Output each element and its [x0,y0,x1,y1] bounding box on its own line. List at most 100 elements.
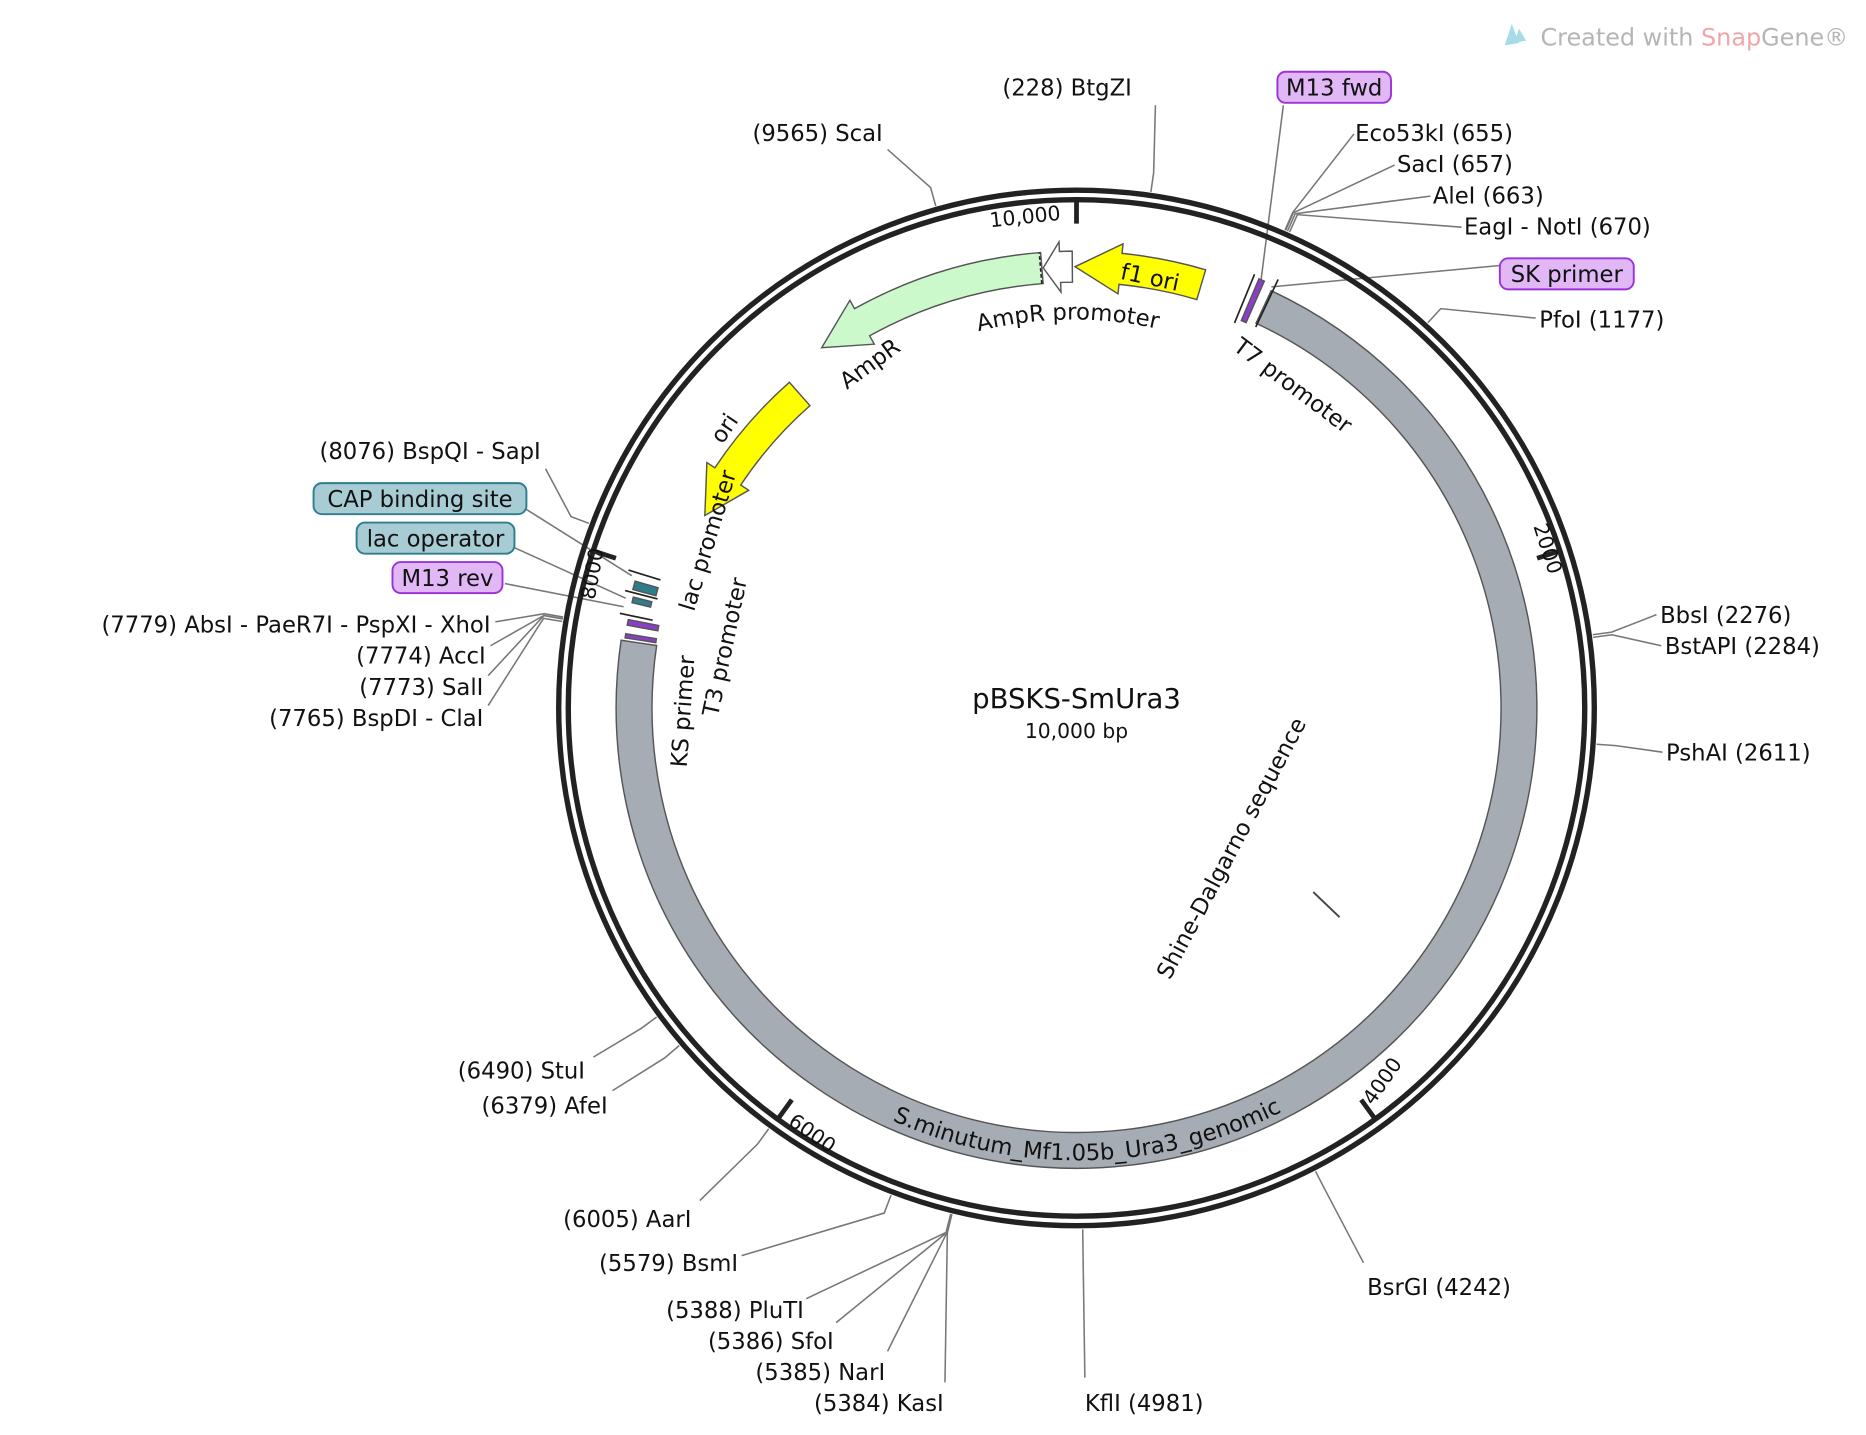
leader-line [526,508,633,577]
leader-line [805,1213,952,1300]
feature-box-bg [391,561,504,595]
enzyme-site-label[interactable]: Eco53kI (655) [1355,121,1513,147]
enzyme-site-label[interactable]: BsrGI (4242) [1367,1275,1511,1301]
leader-line [504,582,624,608]
site-mark [619,612,653,621]
leader-line [1592,633,1662,647]
features [615,239,1538,1170]
enzyme-site-label[interactable]: PshAI (2611) [1666,741,1811,767]
feature-box-label: M13 fwd [1286,76,1382,102]
feature-lac-operator[interactable] [631,596,653,608]
site-mark [624,589,658,600]
feature-ori[interactable] [704,381,811,517]
site-mark [1233,273,1256,324]
enzyme-site-label[interactable]: EagI - NotI (670) [1464,214,1651,240]
feature-ampr-promoter[interactable] [1042,239,1074,295]
feature-lac-promoter[interactable] [631,580,659,597]
enzyme-site-label[interactable]: (228) BtgZI [1002,76,1132,102]
enzyme-site-label[interactable]: BbsI (2276) [1660,603,1791,629]
feature-box-cap-binding-site[interactable]: CAP binding site [312,482,528,516]
leader-line [944,1214,953,1383]
enzyme-site-label[interactable]: PfoI (1177) [1539,308,1664,334]
feature-boxes: M13 fwd SK primer CAP binding site lac oper… [312,70,1635,595]
feature-box-label: lac operator [367,526,505,552]
leader-line [544,468,590,525]
enzyme-site-label[interactable]: BstAPI (2284) [1665,634,1820,660]
enzyme-site-label[interactable]: KflI (4981) [1085,1391,1204,1417]
feature-s-minutum-mf1-05b-ura3-genomic[interactable] [615,289,1538,1170]
leader-line [1592,613,1657,636]
feature-box-sk-primer[interactable]: SK primer [1498,257,1635,291]
enzyme-site-label[interactable]: (9565) ScaI [752,121,882,147]
leader-line [887,148,937,207]
feature-box-bg [1498,257,1635,291]
feature-t3-promoter[interactable] [626,618,660,632]
leader-line [1150,105,1157,193]
enzyme-site-label[interactable]: AleI (663) [1433,183,1544,209]
enzyme-site-label[interactable]: (8076) BspQI - SapI [319,439,540,465]
enzyme-site-label[interactable]: (7774) AccI [356,644,486,670]
feature-box-lac-operator[interactable]: lac operator [355,521,516,555]
label-t3-promoter: T3 promoter [698,575,753,720]
feature-ampr[interactable] [820,251,1044,349]
feature-ks-primer[interactable] [624,632,658,644]
enzyme-site-label[interactable]: (7773) SalI [359,675,483,701]
tick-mark [592,548,617,561]
svg-text:Created with SnapGene®: Created with SnapGene® [1540,23,1848,51]
leader-lines [487,105,1663,1383]
label-ampr-promoter: AmpR promoter [974,299,1162,337]
leader-line [1314,1170,1365,1264]
snapgene-leaf-icon [1504,23,1527,46]
feature-box-bg [355,521,516,555]
leader-line [1260,105,1285,283]
feature-box-m13-fwd[interactable]: M13 fwd [1276,70,1392,104]
map-title: pBSKS-SmUra3 [972,683,1181,715]
backbone-outer [556,187,1597,1229]
leader-line [699,1128,770,1202]
enzyme-site-label[interactable]: (5579) BsmI [599,1251,738,1277]
leader-line [592,1016,658,1058]
tick-mark [1359,1098,1378,1121]
leader-line [1286,195,1431,232]
enzyme-site-label[interactable]: (5386) SfoI [708,1329,834,1355]
leader-line [490,614,563,647]
tick-mark [1536,548,1561,561]
enzyme-site-label[interactable]: (6005) AarI [563,1207,691,1233]
feature-box-m13-rev[interactable]: M13 rev [391,561,504,595]
enzyme-site-label[interactable]: (7779) AbsI - PaeR7I - PspXI - XhoI [101,613,490,639]
enzyme-site-label[interactable]: (6379) AfeI [482,1093,608,1119]
leader-line [514,546,626,599]
leader-line [495,612,564,623]
enzyme-site-label[interactable]: (5385) NarI [755,1360,885,1386]
site-mark [1254,279,1279,328]
feature-box-label: M13 rev [401,566,493,592]
label-shine-dalgarno: Shine-Dalgarno sequence [1152,714,1312,984]
enzyme-labels: (228) BtgZI (9565) ScaI Eco53kI (655) SacI … [101,76,1819,1417]
leader-line [1427,307,1536,324]
feature-t7-promoter[interactable] [1240,277,1266,324]
site-mark [628,569,661,581]
logo-gene: Gene® [1761,23,1848,51]
leader-line [1271,264,1500,288]
feature-box-label: CAP binding site [327,487,512,513]
enzyme-site-label[interactable]: (6490) StuI [458,1059,585,1085]
logo-snap: Snap [1701,23,1761,51]
enzyme-site-label[interactable]: SacI (657) [1397,152,1513,178]
enzyme-site-label[interactable]: (5388) PluTI [666,1298,804,1324]
feature-f1-ori[interactable] [1073,242,1207,301]
leader-line [612,1044,680,1092]
label-ks-primer: KS primer [667,654,701,768]
leader-line [487,617,563,706]
logo-prefix: Created with [1540,23,1701,51]
snapgene-logo: Created with SnapGene® [1504,23,1848,51]
feature-box-label: SK primer [1511,262,1624,288]
leader-line [1596,743,1663,753]
enzyme-site-label[interactable]: (5384) KasI [814,1391,944,1417]
leader-line [835,1213,953,1324]
enzyme-site-label[interactable]: (7765) BspDI - ClaI [269,706,483,732]
leader-line [1288,213,1462,233]
shine-dalgarno-mark [1312,891,1341,918]
feature-box-bg [312,482,528,516]
feature-box-bg [1276,70,1392,104]
